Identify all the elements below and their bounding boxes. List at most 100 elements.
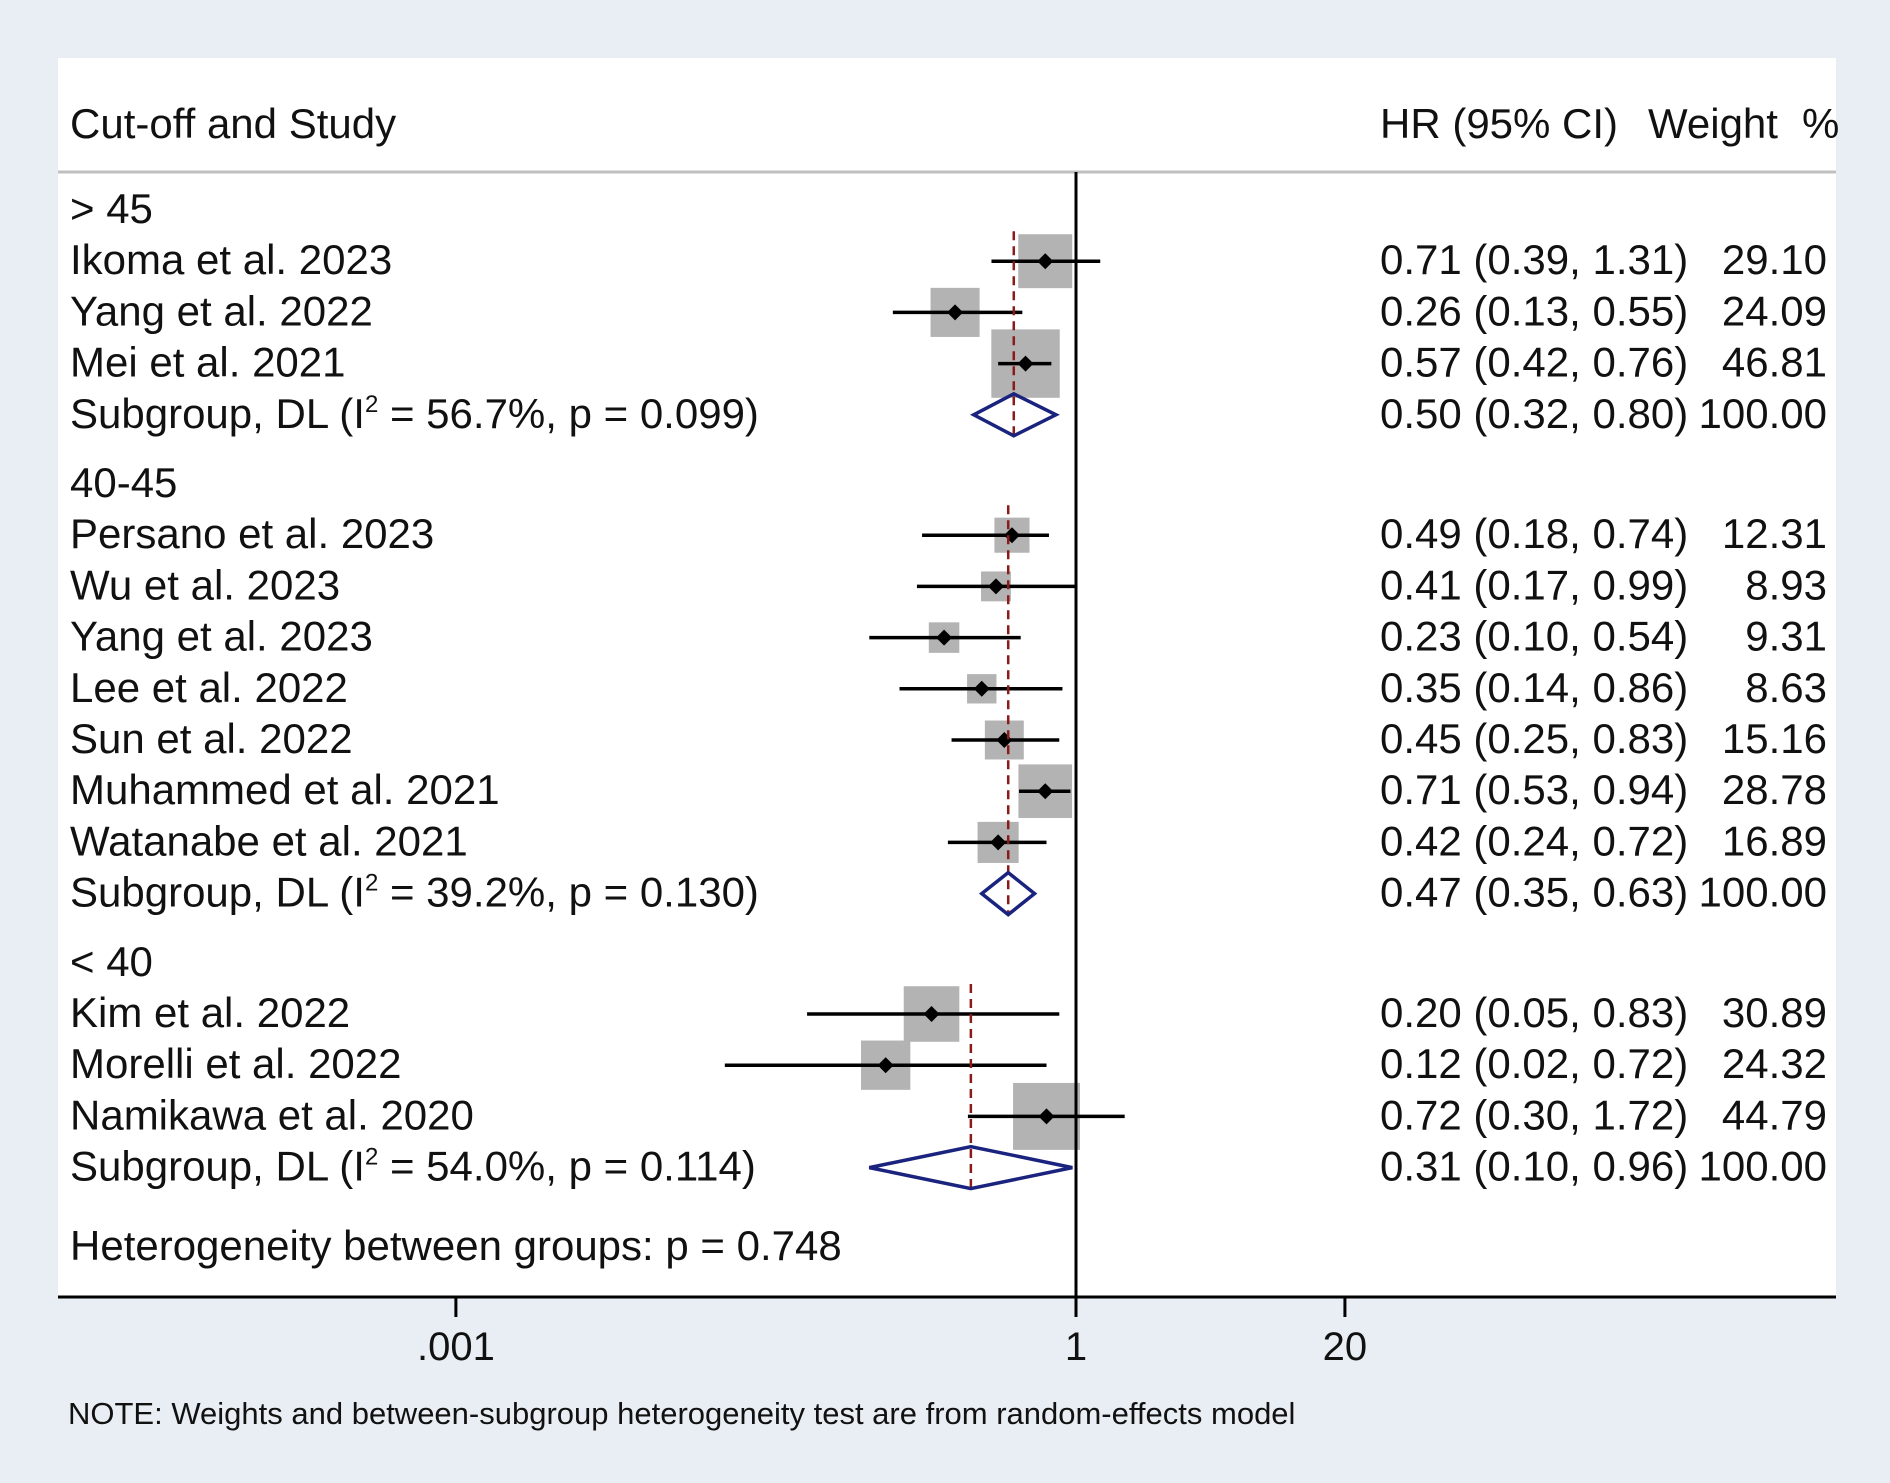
subgroup-ci-text: 0.50 (0.32, 0.80) — [1380, 390, 1688, 437]
plot-panel — [58, 58, 1836, 1298]
study-row: Ikoma et al. 2023 0.71 (0.39, 1.31) 29.10 — [70, 234, 1827, 289]
ci-text: 0.41 (0.17, 0.99) — [1380, 561, 1688, 608]
study-row: Yang et al. 2023 0.23 (0.10, 0.54) 9.31 — [70, 613, 1827, 660]
weight-text: 24.09 — [1722, 287, 1827, 334]
study-row: Lee et al. 2022 0.35 (0.14, 0.86) 8.63 — [70, 664, 1827, 711]
study-row: Namikawa et al. 2020 0.72 (0.30, 1.72) 44.… — [70, 1082, 1827, 1150]
point-estimate — [936, 629, 953, 646]
subgroup-label-suffix: = 54.0%, p = 0.114) — [378, 1143, 756, 1190]
subgroup-label-sup: 2 — [365, 1144, 378, 1171]
point-estimate — [987, 578, 1004, 595]
study-name: Lee et al. 2022 — [70, 664, 348, 711]
subgroup-row: Subgroup, DL (I2 = 39.2%, p = 0.130) 0.47… — [70, 505, 1827, 917]
ci-text: 0.12 (0.02, 0.72) — [1380, 1040, 1688, 1087]
subgroup-row: Subgroup, DL (I2 = 54.0%, p = 0.114) 0.31… — [70, 984, 1827, 1191]
x-tick-label: 1 — [1065, 1325, 1087, 1369]
study-name: Namikawa et al. 2020 — [70, 1091, 474, 1138]
subgroup-weight-text: 100.00 — [1699, 869, 1827, 916]
study-row: Wu et al. 2023 0.41 (0.17, 0.99) 8.93 — [70, 561, 1827, 608]
x-tick-label: .001 — [417, 1325, 495, 1369]
weight-text: 8.93 — [1745, 561, 1827, 608]
study-name: Sun et al. 2022 — [70, 715, 353, 762]
point-estimate — [1037, 783, 1054, 800]
header-percent: % — [1802, 100, 1839, 147]
ci-text: 0.35 (0.14, 0.86) — [1380, 664, 1688, 711]
ci-text: 0.20 (0.05, 0.83) — [1380, 989, 1688, 1036]
ci-text: 0.49 (0.18, 0.74) — [1380, 510, 1688, 557]
heterogeneity-text: Heterogeneity between groups: p = 0.748 — [70, 1222, 842, 1269]
subgroup-label-sup: 2 — [365, 391, 378, 418]
subgroup-label: Subgroup, DL (I2 = 56.7%, p = 0.099) — [70, 390, 759, 437]
note-text: NOTE: Weights and between-subgroup heter… — [68, 1396, 1295, 1431]
weight-text: 12.31 — [1722, 510, 1827, 557]
ci-text: 0.42 (0.24, 0.72) — [1380, 817, 1688, 864]
weight-text: 29.10 — [1722, 236, 1827, 283]
weight-text: 28.78 — [1722, 766, 1827, 813]
subgroup-weight-text: 100.00 — [1699, 390, 1827, 437]
study-name: Wu et al. 2023 — [70, 561, 340, 608]
ci-text: 0.26 (0.13, 0.55) — [1380, 287, 1688, 334]
study-row: Kim et al. 2022 0.20 (0.05, 0.83) 30.89 — [70, 986, 1827, 1042]
study-row: Mei et al. 2021 0.57 (0.42, 0.76) 46.81 — [70, 329, 1827, 398]
study-name: Muhammed et al. 2021 — [70, 766, 500, 813]
study-row: Sun et al. 2022 0.45 (0.25, 0.83) 15.16 — [70, 715, 1827, 762]
subgroup-label-suffix: = 56.7%, p = 0.099) — [378, 390, 759, 437]
ci-text: 0.45 (0.25, 0.83) — [1380, 715, 1688, 762]
weight-text: 9.31 — [1745, 613, 1827, 660]
subgroup-label-sup: 2 — [365, 870, 378, 897]
subgroup-label: Subgroup, DL (I2 = 54.0%, p = 0.114) — [70, 1143, 756, 1190]
point-estimate — [1017, 355, 1034, 372]
point-estimate — [877, 1057, 894, 1074]
subgroup-row: Subgroup, DL (I2 = 56.7%, p = 0.099) 0.50… — [70, 231, 1827, 438]
header-hr: HR (95% CI) — [1380, 100, 1618, 147]
x-tick-label: 20 — [1323, 1325, 1368, 1369]
header-left: Cut-off and Study — [70, 100, 396, 147]
group-label: 40-45 — [70, 459, 177, 506]
subgroup-label: Subgroup, DL (I2 = 39.2%, p = 0.130) — [70, 869, 759, 916]
ci-text: 0.23 (0.10, 0.54) — [1380, 613, 1688, 660]
study-row: Muhammed et al. 2021 0.71 (0.53, 0.94) 28.… — [70, 764, 1827, 819]
subgroup-label-prefix: Subgroup, DL (I — [70, 390, 365, 437]
ci-text: 0.71 (0.53, 0.94) — [1380, 766, 1688, 813]
subgroup-diamond — [978, 870, 1038, 917]
weight-text: 8.63 — [1745, 664, 1827, 711]
subgroup-weight-text: 100.00 — [1699, 1143, 1827, 1190]
study-name: Yang et al. 2022 — [70, 287, 373, 334]
study-name: Yang et al. 2023 — [70, 613, 373, 660]
ci-text: 0.57 (0.42, 0.76) — [1380, 339, 1688, 386]
weight-text: 30.89 — [1722, 989, 1827, 1036]
point-estimate — [1038, 1108, 1055, 1125]
point-estimate — [947, 304, 964, 321]
subgroup-label-prefix: Subgroup, DL (I — [70, 1143, 365, 1190]
subgroup-label-suffix: = 39.2%, p = 0.130) — [378, 869, 759, 916]
header-weight: Weight — [1648, 100, 1778, 147]
weight-text: 44.79 — [1722, 1091, 1827, 1138]
weight-text: 24.32 — [1722, 1040, 1827, 1087]
study-row: Morelli et al. 2022 0.12 (0.02, 0.72) 24.3… — [70, 1040, 1827, 1090]
group-label: > 45 — [70, 185, 153, 232]
subgroup-ci-text: 0.47 (0.35, 0.63) — [1380, 869, 1688, 916]
study-row: Persano et al. 2023 0.49 (0.18, 0.74) 12.3… — [70, 510, 1827, 557]
weight-text: 15.16 — [1722, 715, 1827, 762]
weight-text: 16.89 — [1722, 817, 1827, 864]
ci-text: 0.71 (0.39, 1.31) — [1380, 236, 1688, 283]
point-estimate — [1037, 253, 1054, 270]
study-row: Yang et al. 2022 0.26 (0.13, 0.55) 24.09 — [70, 287, 1827, 337]
point-estimate — [973, 680, 990, 697]
study-name: Watanabe et al. 2021 — [70, 817, 468, 864]
point-estimate — [990, 834, 1007, 851]
study-name: Persano et al. 2023 — [70, 510, 434, 557]
point-estimate — [923, 1006, 940, 1022]
x-axis-ticks: .001 1 20 — [417, 1297, 1367, 1369]
subgroup-label-prefix: Subgroup, DL (I — [70, 869, 365, 916]
subgroup-ci-text: 0.31 (0.10, 0.96) — [1380, 1143, 1688, 1190]
subgroup-diamond — [868, 1144, 1073, 1191]
subgroup-diamond — [969, 391, 1060, 438]
study-name: Mei et al. 2021 — [70, 339, 346, 386]
ci-text: 0.72 (0.30, 1.72) — [1380, 1091, 1688, 1138]
